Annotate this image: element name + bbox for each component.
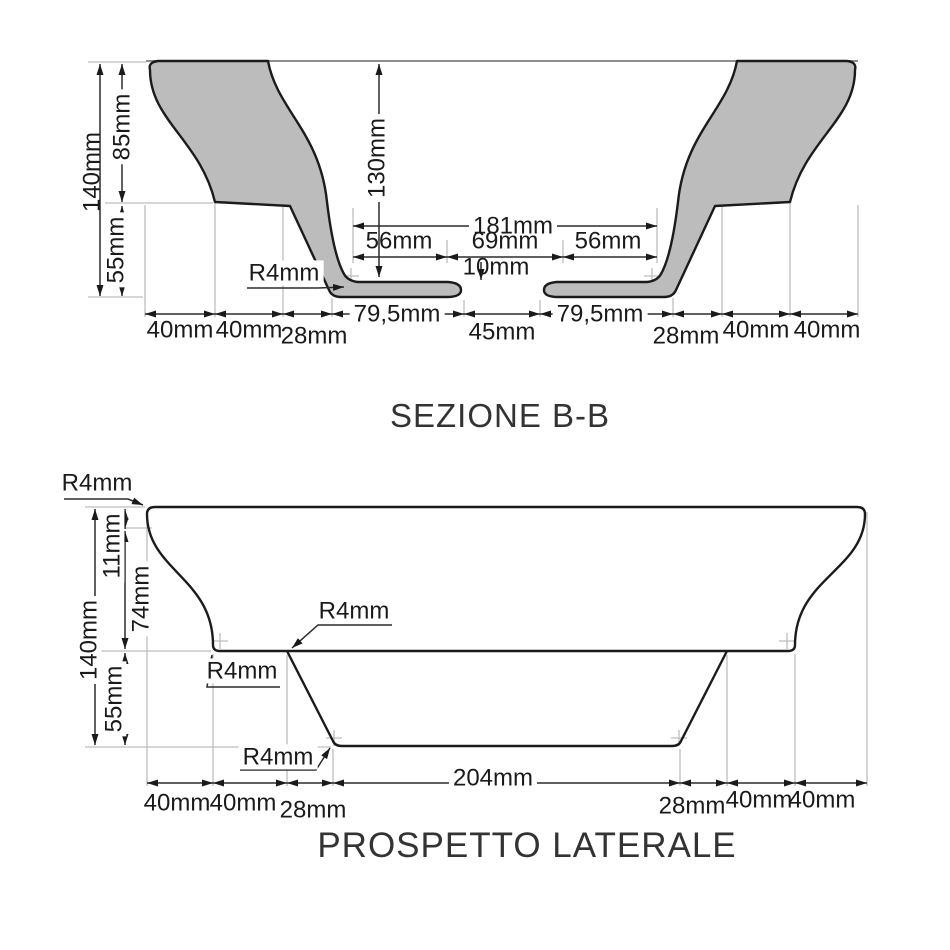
side-view-group: [64, 497, 868, 787]
dim-radius-mid: R4mm: [314, 598, 394, 624]
dim-bottom-6: 79,5mm: [552, 301, 648, 327]
dim-bottom-1: 40mm: [146, 316, 214, 344]
dim-height-total: 140mm: [78, 131, 106, 213]
side-profile-foot: [285, 650, 729, 748]
dim-radius-section: R4mm: [244, 260, 324, 286]
dim-bottom-8: 40mm: [722, 316, 790, 344]
side-view-title: PROSPETTO LATERALE: [317, 826, 737, 865]
side-profile: [145, 505, 867, 748]
dim-height-upper: 85mm: [108, 89, 135, 165]
section-walls: [148, 59, 857, 299]
dim-radius-left: R4mm: [202, 658, 282, 684]
dim-lower: 55mm: [100, 661, 127, 737]
dim-width-inner-right: 56mm: [574, 227, 642, 255]
side-profile-outline: [145, 505, 867, 653]
dim-bottom-7: 28mm: [652, 322, 720, 350]
dim-bottom-4: 79,5mm: [349, 301, 445, 327]
dim-radius-bottom: R4mm: [238, 744, 318, 770]
dim-base-width: 204mm: [448, 765, 538, 791]
section-right-wall-shape: [542, 59, 857, 299]
section-view-title: SEZIONE B-B: [389, 397, 611, 434]
dim-bottom-2: 40mm: [215, 316, 283, 344]
dim-depth-inner: 130mm: [363, 113, 390, 203]
dim-side-bottom-1: 40mm: [143, 789, 211, 817]
dim-width-inner-left: 56mm: [365, 227, 433, 255]
section-extension-lines: [88, 61, 859, 317]
dim-rim-thickness: 11mm: [98, 509, 125, 583]
dim-floor-thickness: 10mm: [462, 253, 530, 281]
dim-width-inner-total: 181mm: [468, 213, 558, 239]
side-dimension-lines: [64, 497, 867, 787]
section-left-wall-shape: [148, 59, 463, 299]
dim-height-lower: 55mm: [102, 212, 129, 288]
dim-side-bottom-3: 28mm: [279, 796, 347, 824]
dim-radius-top: R4mm: [61, 469, 133, 497]
dim-upper: 74mm: [127, 561, 154, 637]
dim-width-inner-center: 69mm: [471, 227, 539, 255]
dim-side-bottom-6: 40mm: [788, 786, 856, 814]
dim-side-bottom-4: 28mm: [658, 792, 726, 820]
dim-side-bottom-2: 40mm: [209, 789, 277, 817]
side-extension-lines: [85, 506, 868, 786]
dim-height-total-side: 140mm: [75, 595, 102, 685]
dim-bottom-9: 40mm: [793, 316, 861, 344]
dim-side-bottom-5: 40mm: [725, 786, 793, 814]
dim-bottom-3: 28mm: [280, 322, 348, 350]
dim-bottom-5: 45mm: [468, 318, 536, 346]
